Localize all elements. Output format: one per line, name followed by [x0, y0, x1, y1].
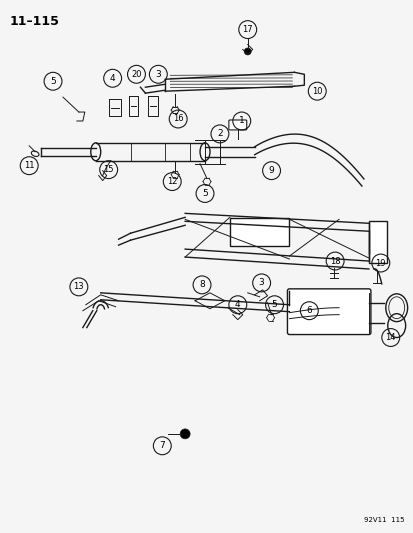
- Text: 6: 6: [306, 306, 311, 315]
- Text: 10: 10: [311, 87, 322, 96]
- FancyBboxPatch shape: [228, 120, 246, 130]
- Text: 16: 16: [173, 115, 183, 124]
- Text: 7: 7: [159, 441, 165, 450]
- FancyBboxPatch shape: [229, 219, 289, 246]
- Text: 1: 1: [238, 117, 244, 125]
- Circle shape: [180, 429, 190, 439]
- Text: 92V11  115: 92V11 115: [363, 517, 404, 523]
- Text: 2: 2: [216, 130, 222, 139]
- FancyBboxPatch shape: [368, 221, 386, 263]
- Text: 4: 4: [109, 74, 115, 83]
- Text: 18: 18: [329, 256, 339, 265]
- Text: 8: 8: [199, 280, 204, 289]
- Text: 12: 12: [166, 177, 177, 186]
- Text: 13: 13: [74, 282, 84, 292]
- Text: 4: 4: [235, 300, 240, 309]
- Text: 5: 5: [202, 189, 207, 198]
- Text: 9: 9: [268, 166, 274, 175]
- Text: 3: 3: [155, 70, 161, 79]
- Text: 11: 11: [24, 161, 34, 170]
- Text: 5: 5: [50, 77, 56, 86]
- Text: 14: 14: [385, 333, 395, 342]
- Text: 3: 3: [258, 278, 264, 287]
- Text: 20: 20: [131, 70, 141, 79]
- Text: 19: 19: [375, 259, 385, 268]
- Circle shape: [244, 48, 251, 55]
- Text: 5: 5: [271, 300, 277, 309]
- Text: 11–115: 11–115: [9, 15, 59, 28]
- Text: 15: 15: [103, 165, 114, 174]
- Text: 17: 17: [242, 25, 252, 34]
- FancyBboxPatch shape: [287, 289, 370, 335]
